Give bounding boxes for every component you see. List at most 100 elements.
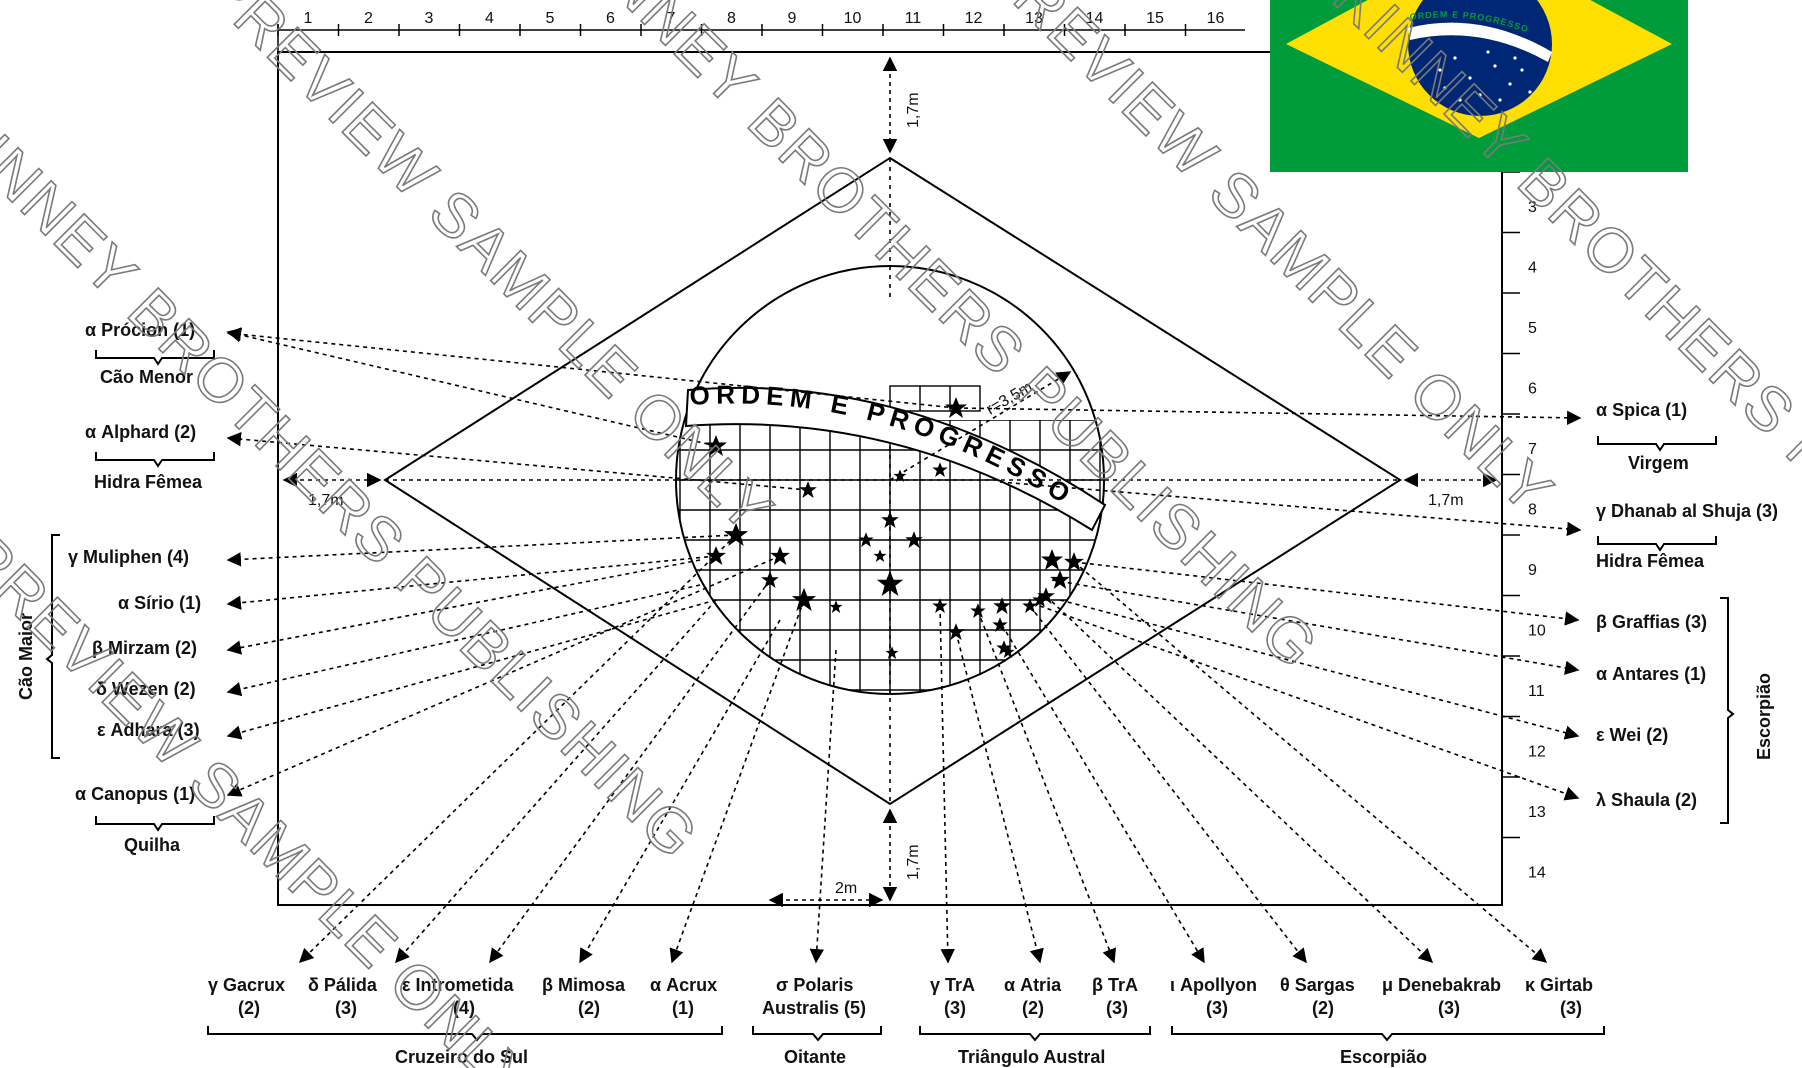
- right-ruler: 3 4 5 6 7 8 9 10 11 12 13 14: [1501, 150, 1546, 905]
- label-polaris-2: Australis (5): [762, 998, 866, 1018]
- top-ruler-label: 4: [485, 10, 494, 27]
- pointer-line: [226, 327, 957, 409]
- group-cruzeiro-do-sul: Cruzeiro do Sul: [395, 1047, 528, 1067]
- star-pointer-lines: [226, 327, 1582, 964]
- group-hidra-femea-left: Hidra Fêmea: [94, 472, 203, 492]
- globe-star: [706, 546, 726, 565]
- top-ruler-label: 16: [1207, 10, 1225, 27]
- radius-arrow: [889, 371, 1072, 481]
- label-spica: α Spica (1): [1596, 400, 1687, 420]
- group-cao-maior: Cão Maior: [16, 613, 36, 700]
- top-ruler-label: 1: [304, 10, 313, 27]
- top-ruler-label: 8: [727, 10, 736, 27]
- right-ruler-label: 9: [1528, 562, 1537, 579]
- group-quilha: Quilha: [124, 835, 181, 855]
- label-shaula: λ Shaula (2): [1596, 790, 1697, 810]
- dim-top-label: 1,7m: [905, 92, 922, 128]
- right-ruler-label: 3: [1528, 199, 1537, 216]
- label-intrometida-mag: (4): [453, 998, 475, 1018]
- label-denebakrab: μ Denebakrab: [1382, 975, 1501, 995]
- globe-star: [885, 646, 899, 659]
- pointer-line: [669, 599, 805, 964]
- label-polaris: σ Polaris: [776, 975, 853, 995]
- label-adhara: ε Adhara (3): [97, 720, 200, 740]
- label-sargas-mag: (2): [1312, 998, 1334, 1018]
- pointer-line: [226, 431, 809, 491]
- flag-outline: [277, 51, 1503, 906]
- group-escorpiao-bottom: Escorpião: [1340, 1047, 1427, 1067]
- label-muliphen: γ Muliphen (4): [68, 547, 189, 567]
- pointer-line: [226, 327, 717, 447]
- brazil-flag-thumbnail: ORDEM E PROGRESSO: [1270, 0, 1688, 172]
- flag-star: [1443, 86, 1447, 90]
- top-ruler-label: 15: [1146, 10, 1164, 27]
- label-antares: α Antares (1): [1596, 664, 1706, 684]
- pointer-line: [226, 534, 737, 567]
- pointer-line: [1073, 561, 1548, 963]
- label-atria: α Atria: [1004, 975, 1062, 995]
- pointer-line: [977, 610, 1117, 964]
- label-mimosa: β Mimosa: [542, 975, 626, 995]
- right-ruler-label: 7: [1528, 441, 1537, 458]
- bracket-triangulo: [919, 1026, 1151, 1042]
- label-mimosa-mag: (2): [578, 998, 600, 1018]
- group-escorpiao-right: Escorpião: [1754, 673, 1774, 760]
- label-wei: ε Wei (2): [1596, 725, 1668, 745]
- label-procion: α Prócion (1): [85, 320, 195, 340]
- label-mirzam: β Mirzam (2): [92, 638, 197, 658]
- globe-star: [1041, 549, 1063, 570]
- label-acrux: α Acrux: [650, 975, 717, 995]
- pointer-line: [955, 407, 1582, 425]
- label-atria-mag: (2): [1022, 998, 1044, 1018]
- label-apollyon-mag: (3): [1206, 998, 1228, 1018]
- group-cao-menor: Cão Menor: [100, 367, 193, 387]
- label-girtab: κ Girtab: [1525, 975, 1593, 995]
- top-ruler-label: 7: [667, 10, 676, 27]
- label-dhanab: γ Dhanab al Shuja (3): [1596, 501, 1778, 521]
- flag-star: [1508, 82, 1512, 86]
- pointer-line: [226, 584, 701, 697]
- dim-left-label: 1,7m: [308, 492, 344, 509]
- pointer-line: [939, 605, 955, 964]
- label-sargas: θ Sargas: [1280, 975, 1355, 995]
- top-ruler: 1 2 3 4 5 6 7 8 9 10 11 12 13 14 15 16: [277, 10, 1245, 52]
- dim-right-label: 1,7m: [1428, 492, 1464, 509]
- right-ruler-label: 12: [1528, 744, 1546, 761]
- label-wezen: δ Wezen (2): [96, 679, 196, 699]
- top-ruler-label: 12: [965, 10, 983, 27]
- pointer-line: [226, 559, 701, 655]
- flag-star: [1520, 68, 1524, 72]
- right-ruler-label: 8: [1528, 502, 1537, 519]
- right-ruler-label: 14: [1528, 865, 1546, 882]
- label-tra-gamma: γ TrA: [930, 975, 975, 995]
- label-apollyon: ι Apollyon: [1170, 975, 1257, 995]
- pointer-line: [1059, 599, 1580, 740]
- right-ruler-label: 4: [1528, 260, 1537, 277]
- top-ruler-label: 6: [606, 10, 615, 27]
- flag-star: [1498, 98, 1502, 102]
- flag-star: [1478, 93, 1482, 97]
- globe-star: [829, 600, 843, 613]
- flag-star: [1458, 98, 1462, 102]
- pointer-line: [999, 481, 1582, 537]
- right-ruler-label: 6: [1528, 381, 1537, 398]
- group-triangulo-austral: Triângulo Austral: [958, 1047, 1105, 1067]
- pointer-line: [1029, 605, 1307, 964]
- pointer-line: [395, 599, 717, 964]
- top-ruler-label: 10: [844, 10, 862, 27]
- bottom-labels: γ Gacrux (2) δ Pálida (3) ε Intrometida …: [207, 975, 1605, 1067]
- flag-star: [1486, 50, 1490, 54]
- label-tra-gamma-mag: (3): [944, 998, 966, 1018]
- label-palida: δ Pálida: [308, 975, 378, 995]
- pointer-line: [1001, 624, 1205, 964]
- pointer-line: [298, 534, 737, 964]
- label-tra-beta-mag: (3): [1106, 998, 1128, 1018]
- label-denebakrab-mag: (3): [1438, 998, 1460, 1018]
- pointer-line: [1045, 595, 1434, 963]
- top-ruler-label: 3: [425, 10, 434, 27]
- top-ruler-label: 11: [905, 10, 922, 27]
- right-ruler-label: 11: [1528, 683, 1545, 700]
- label-graffias: β Graffias (3): [1596, 612, 1707, 632]
